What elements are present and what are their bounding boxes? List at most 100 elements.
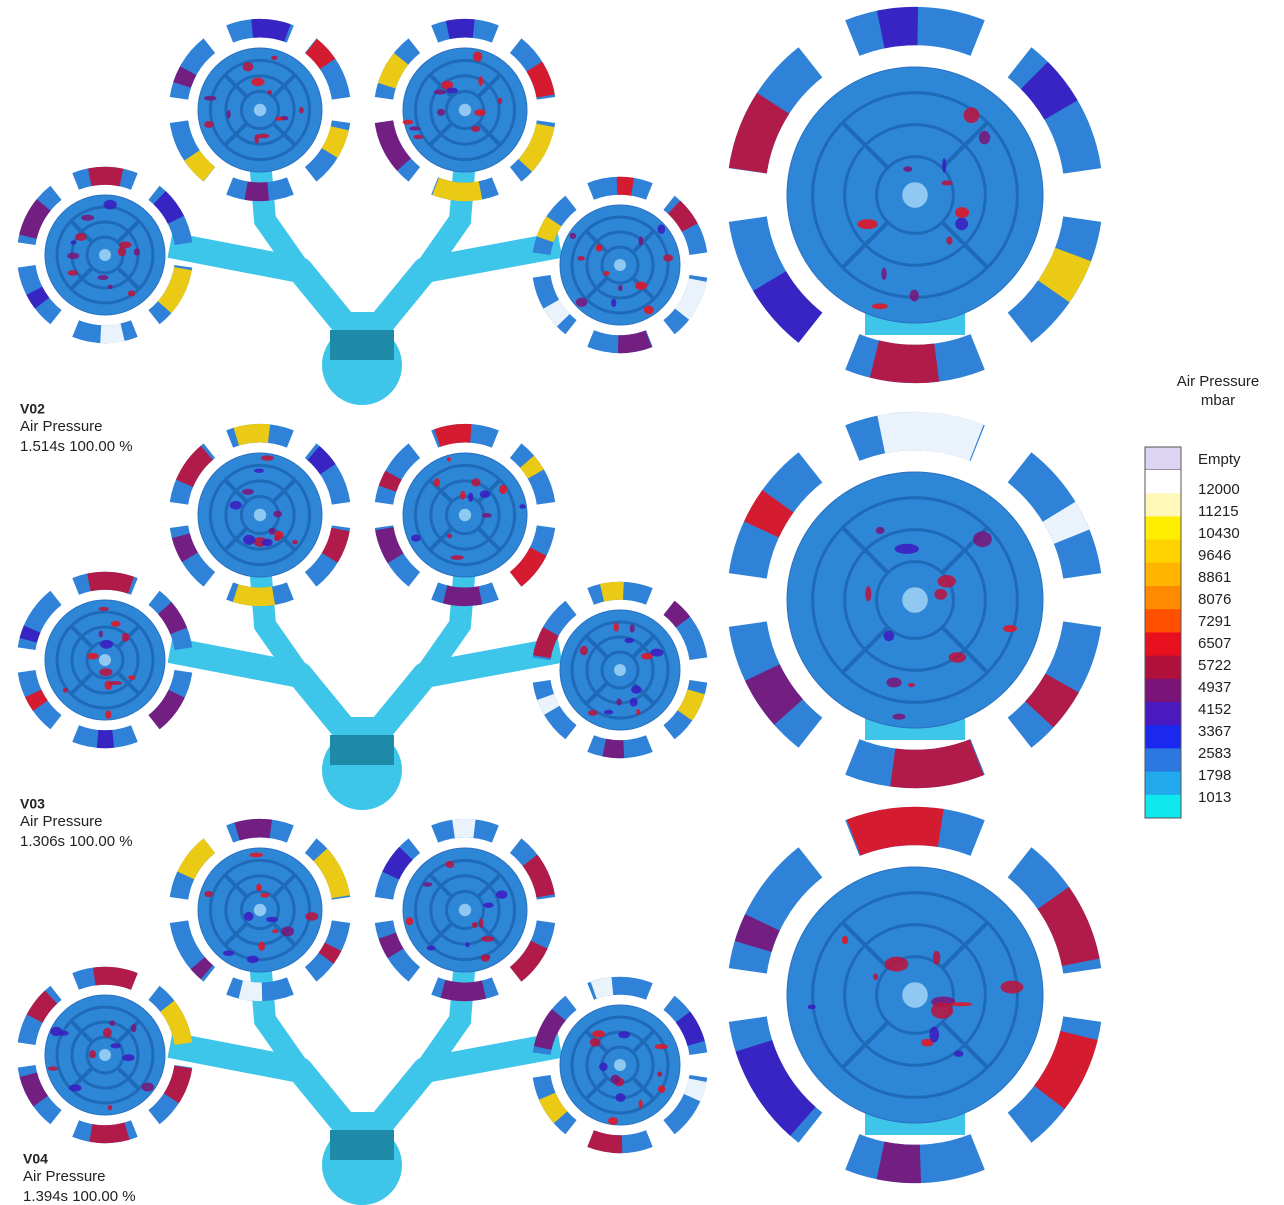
pressure-spot bbox=[434, 478, 440, 487]
disc-hub bbox=[459, 904, 471, 916]
pressure-spot bbox=[128, 290, 135, 296]
mold-render bbox=[27, 26, 1083, 405]
pressure-spot bbox=[496, 890, 508, 898]
pressure-spot bbox=[881, 268, 886, 280]
pressure-spot bbox=[616, 699, 622, 706]
runner bbox=[170, 650, 560, 730]
pressure-spot bbox=[242, 489, 254, 495]
page: {"panels": [ {"version": "V02", "quantit… bbox=[0, 0, 1284, 1205]
pressure-spot bbox=[979, 131, 990, 144]
pressure-spot bbox=[204, 121, 214, 128]
legend-swatch bbox=[1145, 795, 1181, 819]
pressure-spot bbox=[109, 1021, 115, 1026]
pressure-spot bbox=[387, 59, 401, 86]
pressure-spot bbox=[874, 359, 936, 364]
pressure-spot bbox=[1034, 75, 1061, 110]
pressure-spot bbox=[261, 893, 270, 898]
disc-hub bbox=[99, 1049, 111, 1061]
pressure-spot bbox=[34, 291, 42, 303]
disc-hub bbox=[614, 1059, 626, 1071]
pressure-spot bbox=[111, 621, 121, 627]
legend-swatch bbox=[1145, 540, 1181, 564]
pressure-spot bbox=[99, 630, 103, 637]
pressure-spot bbox=[59, 1031, 69, 1036]
disc-hub bbox=[459, 104, 471, 116]
pressure-spot bbox=[639, 1100, 643, 1109]
pressure-spot bbox=[236, 593, 274, 597]
pressure-spot bbox=[192, 155, 209, 174]
legend-label: 4937 bbox=[1198, 679, 1231, 696]
pressure-spot bbox=[94, 976, 134, 982]
pressure-spot bbox=[411, 535, 420, 542]
pressure-spot bbox=[885, 957, 909, 972]
pressure-spot bbox=[683, 1017, 696, 1043]
pressure-spot bbox=[630, 698, 638, 707]
pressure-spot bbox=[448, 28, 474, 30]
pressure-spot bbox=[271, 56, 278, 60]
pressure-spot bbox=[99, 607, 109, 611]
pressure-spot bbox=[276, 117, 283, 121]
pressure-spot bbox=[305, 912, 318, 921]
pressure-spot bbox=[443, 989, 484, 992]
pressure-spot bbox=[1039, 683, 1062, 714]
pressure-spot bbox=[122, 633, 130, 642]
legend-swatch bbox=[1145, 632, 1181, 656]
pressure-spot bbox=[110, 1043, 120, 1048]
pressure-spot bbox=[48, 1066, 58, 1070]
pressure-spot bbox=[185, 453, 207, 484]
legend-swatch bbox=[1145, 725, 1181, 749]
pressure-spot bbox=[577, 256, 585, 261]
pressure-spot bbox=[1054, 255, 1073, 292]
pressure-spot bbox=[615, 1093, 625, 1102]
pressure-spot bbox=[473, 51, 482, 61]
pressure-spot bbox=[1049, 1036, 1079, 1098]
pressure-spot bbox=[447, 88, 458, 94]
pressure-spot bbox=[895, 544, 919, 554]
pressure-spot bbox=[482, 513, 492, 518]
pressure-spot bbox=[437, 109, 445, 116]
pressure-spot bbox=[437, 433, 470, 438]
pressure-spot bbox=[547, 1096, 560, 1117]
pressure-spot bbox=[104, 200, 117, 210]
pressure-spot bbox=[534, 67, 545, 96]
pressure-spot bbox=[685, 692, 696, 716]
disc-hub bbox=[99, 654, 111, 666]
pressure-spot bbox=[618, 285, 622, 291]
pressure-spot bbox=[644, 306, 654, 315]
pressure-spot bbox=[198, 963, 207, 972]
mold-render bbox=[27, 431, 1083, 810]
pressure-spot bbox=[434, 90, 446, 95]
pressure-spot bbox=[630, 624, 635, 632]
pressure-spot bbox=[611, 299, 616, 307]
pressure-spot bbox=[447, 534, 452, 539]
mold-render bbox=[27, 826, 1083, 1205]
disc-hub bbox=[254, 509, 266, 521]
pressure-spot bbox=[955, 207, 969, 218]
pressure-spot bbox=[478, 76, 483, 86]
runner bbox=[260, 960, 465, 1070]
pressure-spot bbox=[872, 303, 888, 309]
legend-swatch bbox=[1145, 586, 1181, 610]
pressure-spot bbox=[546, 697, 552, 710]
pressure-spot bbox=[237, 828, 271, 831]
pressure-spot bbox=[886, 677, 901, 687]
pressure-spot bbox=[81, 215, 94, 221]
figure: V02Air Pressure1.514s 100.00 %V03Air Pre… bbox=[0, 0, 1284, 1205]
pressure-spot bbox=[91, 1131, 127, 1134]
pressure-spot bbox=[257, 134, 269, 139]
pressure-spot bbox=[67, 253, 79, 260]
pressure-spot bbox=[530, 860, 546, 896]
pressure-spot bbox=[618, 339, 648, 344]
legend-swatch bbox=[1145, 447, 1181, 470]
pressure-spot bbox=[118, 247, 126, 257]
pressure-spot bbox=[105, 710, 111, 718]
pressure-spot bbox=[588, 710, 597, 716]
pressure-spot bbox=[251, 78, 264, 86]
pressure-spot bbox=[258, 941, 265, 950]
pressure-spot bbox=[669, 608, 683, 622]
version-label: V02 bbox=[20, 401, 45, 417]
pressure-spot bbox=[387, 936, 395, 954]
pressure-spot bbox=[243, 535, 255, 545]
pressure-spot bbox=[635, 282, 647, 290]
legend-label: 11215 bbox=[1198, 503, 1239, 520]
